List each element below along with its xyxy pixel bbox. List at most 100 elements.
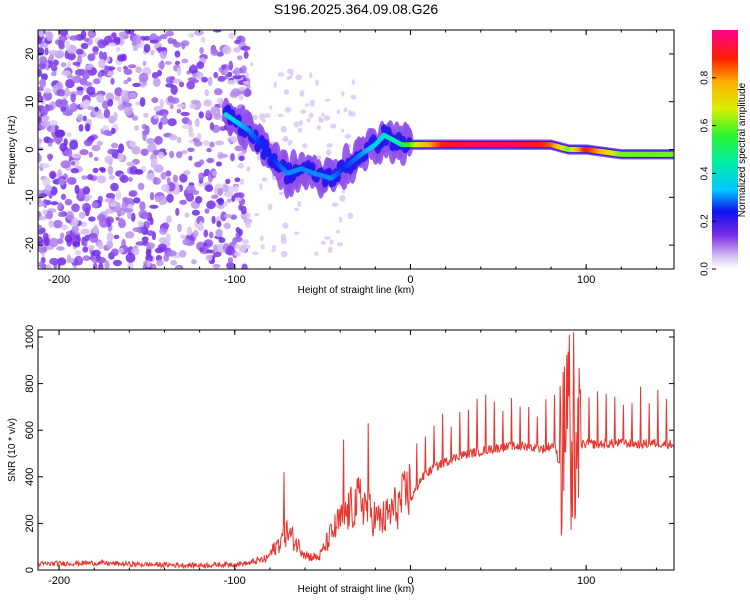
colorbar: 0.0 0.2 0.4 0.6 0.8 Normalized spectral ampl… [700, 30, 748, 276]
y-tick-label: 10 [24, 96, 36, 108]
noise-blob [84, 196, 90, 202]
noise-blob [293, 121, 300, 128]
noise-blob [170, 260, 178, 266]
noise-blob [104, 260, 110, 269]
noise-blob [331, 202, 339, 207]
noise-blob [123, 208, 133, 213]
y-tick-label: -10 [24, 189, 36, 205]
noise-blob [163, 253, 170, 262]
noise-blob [143, 35, 151, 41]
noise-blob [240, 65, 247, 74]
noise-blob [128, 190, 137, 197]
noise-blob [233, 185, 239, 193]
noise-blob [38, 138, 43, 144]
noise-blob [193, 140, 203, 147]
noise-blob [234, 251, 242, 257]
noise-blob [72, 241, 81, 248]
noise-blob [214, 186, 219, 197]
noise-blob [260, 235, 264, 242]
noise-blob [38, 236, 43, 245]
noise-blob [132, 82, 141, 88]
colorbar-tick-label: 0.4 [700, 166, 711, 180]
noise-blob [172, 78, 182, 84]
noise-blob [69, 140, 79, 150]
noise-blob [132, 227, 142, 233]
noise-blob [199, 247, 205, 252]
noise-blob [112, 259, 122, 267]
noise-blob [160, 171, 167, 180]
noise-blob [88, 151, 94, 158]
noise-blob [245, 72, 249, 79]
noise-blob [135, 66, 143, 74]
noise-blob [242, 81, 250, 85]
noise-blob [180, 234, 186, 239]
noise-blob [57, 238, 64, 245]
noise-blob [150, 157, 158, 167]
noise-blob [180, 150, 188, 155]
noise-blob [318, 116, 322, 123]
y-tick-label: 20 [24, 48, 36, 60]
y-tick-label: 0 [24, 146, 36, 152]
noise-blob [223, 201, 228, 207]
noise-blob [146, 138, 156, 145]
noise-blob [50, 124, 56, 133]
noise-blob [125, 252, 136, 263]
noise-blob [45, 264, 52, 269]
noise-blob [104, 155, 114, 164]
noise-blob [175, 207, 180, 216]
noise-blob [66, 210, 74, 221]
noise-blob [70, 93, 76, 103]
noise-blob [126, 161, 136, 167]
noise-blob [211, 194, 219, 199]
noise-blob [160, 116, 169, 125]
noise-blob [242, 239, 249, 245]
noise-blob [194, 30, 204, 36]
noise-blob [218, 237, 226, 244]
noise-blob [271, 248, 276, 253]
noise-blob [149, 204, 159, 209]
noise-blob [228, 32, 235, 39]
noise-blob [71, 203, 80, 213]
noise-blob [92, 51, 99, 56]
noise-blob [235, 197, 242, 202]
noise-blob [213, 71, 219, 79]
noise-blob [221, 185, 229, 192]
noise-blob [187, 147, 195, 153]
noise-blob [132, 34, 142, 45]
noise-blob [176, 103, 186, 108]
noise-blob [113, 234, 120, 240]
noise-blob [326, 143, 333, 148]
noise-blob [280, 233, 286, 241]
noise-blob [38, 142, 42, 147]
noise-blob [180, 111, 190, 117]
y-tick-label: 600 [24, 421, 36, 439]
noise-blob [118, 217, 124, 225]
noise-blob [179, 81, 185, 88]
noise-blob [94, 106, 99, 112]
x-tick-label: 0 [407, 274, 413, 286]
noise-blob [116, 46, 121, 52]
noise-blob [182, 238, 190, 246]
noise-blob [147, 143, 157, 153]
noise-blob [288, 75, 293, 80]
noise-blob [76, 86, 84, 91]
x-tick-label: 100 [577, 274, 595, 286]
noise-blob [166, 177, 171, 185]
noise-blob [250, 61, 254, 67]
noise-blob [133, 197, 141, 204]
noise-blob [165, 83, 174, 88]
noise-blob [196, 71, 204, 80]
noise-blob [97, 241, 104, 250]
noise-blob [233, 47, 242, 53]
noise-blob [231, 195, 236, 202]
chart-title: S196.2025.364.09.08.G26 [274, 1, 438, 17]
noise-blob [206, 147, 212, 153]
noise-blob [350, 94, 357, 100]
noise-blob [67, 52, 76, 61]
noise-blob [204, 208, 210, 214]
noise-blob [202, 139, 210, 147]
noise-blob [64, 234, 73, 243]
noise-blob [104, 65, 109, 75]
y-tick-label: 1000 [24, 325, 36, 349]
